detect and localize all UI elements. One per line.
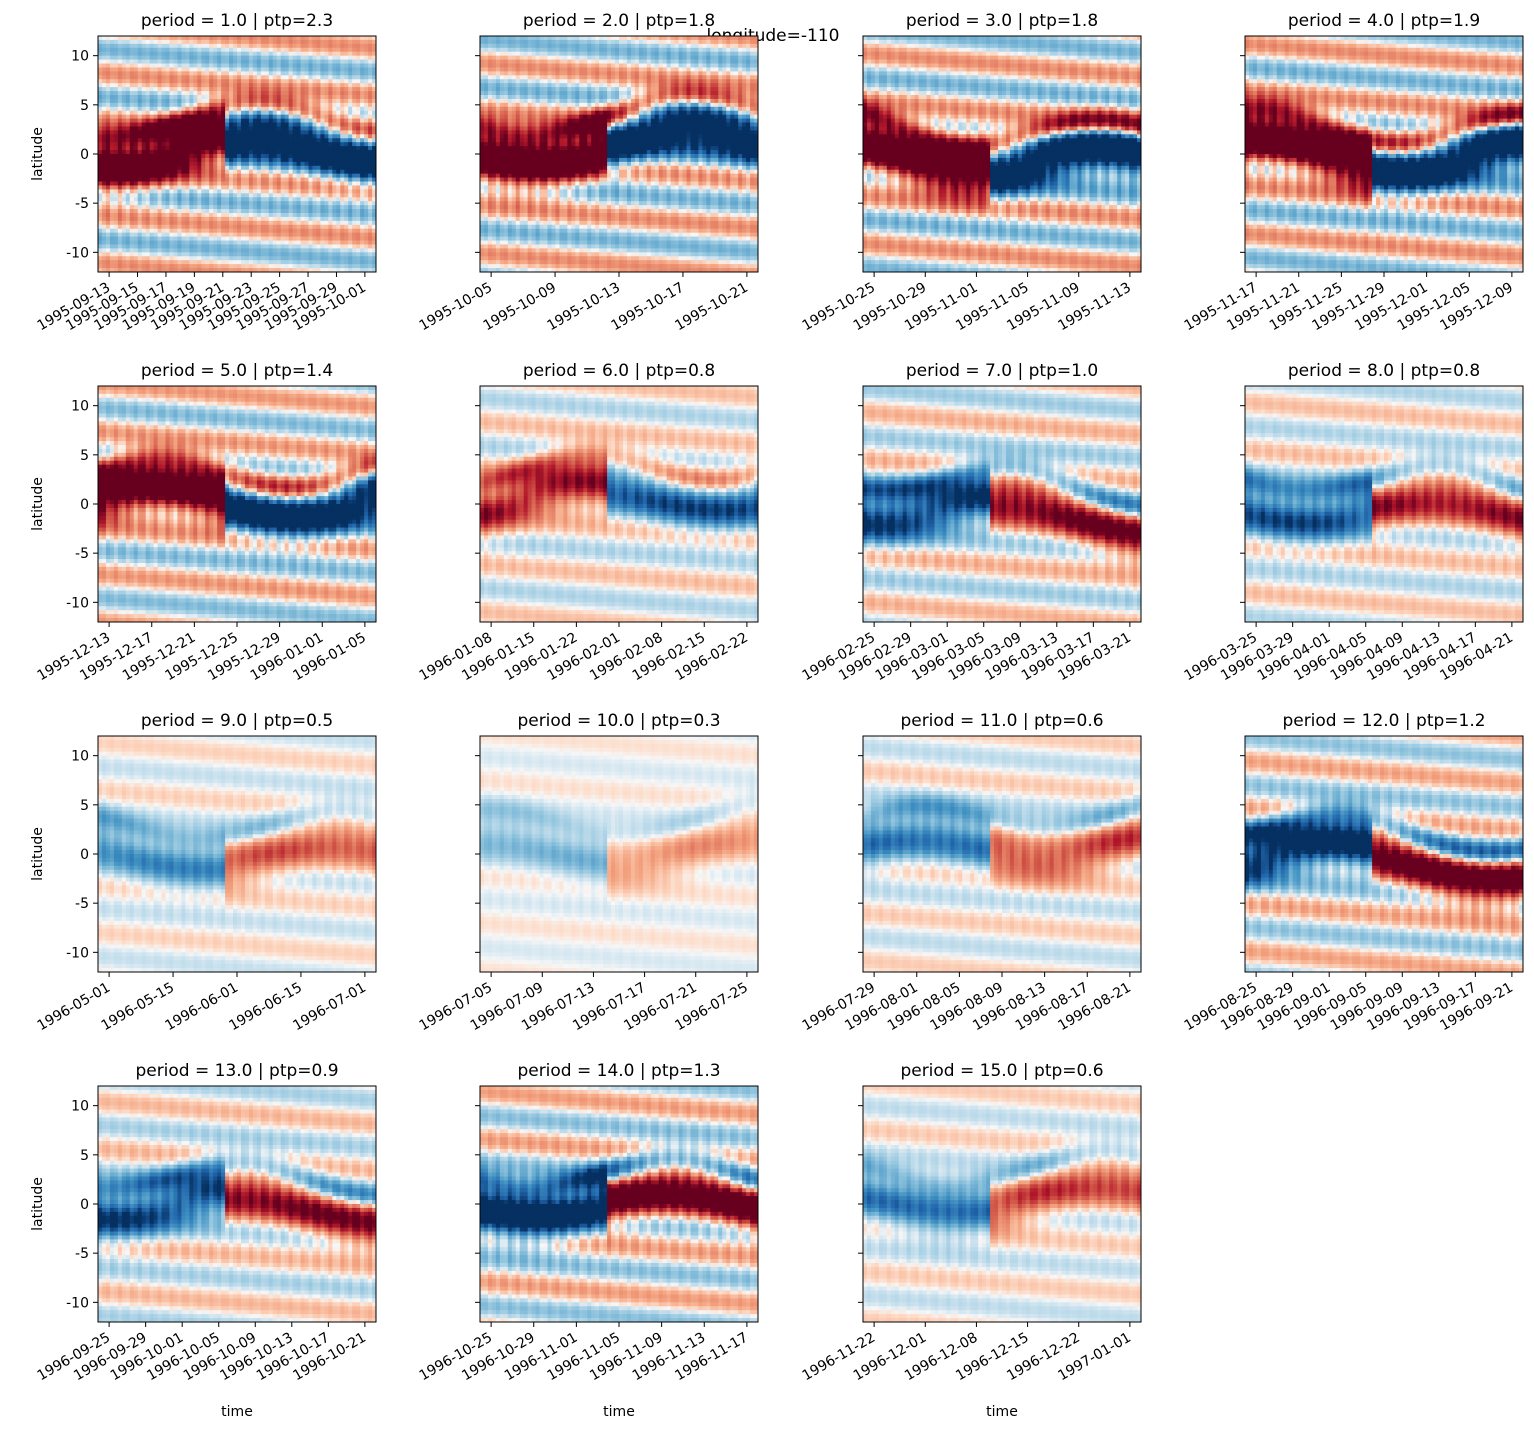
x-tick-label: 1995-10-21 [672, 280, 750, 335]
panel-title: period = 14.0 | ptp=1.3 [517, 1061, 720, 1081]
panel-period-6: period = 6.0 | ptp=0.81996-01-081996-01-… [417, 361, 759, 684]
panel-period-12: period = 12.0 | ptp=1.21996-08-251996-08… [1182, 711, 1524, 1034]
y-tick-label: -5 [75, 896, 89, 912]
panel-title: period = 12.0 | ptp=1.2 [1282, 711, 1485, 731]
panel-period-10: period = 10.0 | ptp=0.31996-07-051996-07… [417, 711, 759, 1034]
x-tick-label: 1996-07-01 [290, 980, 368, 1035]
panel-title: period = 13.0 | ptp=0.9 [135, 1061, 338, 1081]
panel-title: period = 8.0 | ptp=0.8 [1288, 361, 1480, 381]
y-tick-label: 5 [80, 798, 89, 814]
panel-period-4: period = 4.0 | ptp=1.91995-11-171995-11-… [1182, 11, 1524, 334]
panel-period-9: period = 9.0 | ptp=0.5 10 5 0 -5 -10 latitude 1… [30, 711, 377, 1034]
y-tick-label: -10 [66, 1295, 89, 1311]
y-tick-label: -10 [66, 945, 89, 961]
heatmap-field [1245, 386, 1524, 623]
y-tick-label: 5 [80, 1148, 89, 1164]
panel-period-2: period = 2.0 | ptp=1.81995-10-051995-10-… [417, 11, 759, 334]
y-tick-label: 10 [71, 399, 89, 415]
y-tick-label: 0 [80, 147, 89, 163]
y-tick-label: -5 [75, 1246, 89, 1262]
heatmap-field [480, 736, 759, 973]
heatmap-field [863, 736, 1142, 973]
panel-title: period = 6.0 | ptp=0.8 [523, 361, 715, 381]
panel-period-13: period = 13.0 | ptp=0.9 10 5 0 -5 -10 latitude… [30, 1061, 377, 1420]
panel-period-11: period = 11.0 | ptp=0.61996-07-291996-08… [800, 711, 1142, 1034]
panel-period-15: period = 15.0 | ptp=0.61996-11-221996-12… [800, 1061, 1142, 1420]
panel-period-5: period = 5.0 | ptp=1.41050-5-10latitude1… [30, 361, 377, 684]
panel-period-8: period = 8.0 | ptp=0.81996-03-251996-03-… [1182, 361, 1524, 684]
heatmap-field [863, 386, 1142, 623]
panel-period-7: period = 7.0 | ptp=1.01996-02-251996-02-… [800, 361, 1142, 684]
panel-title: period = 3.0 | ptp=1.8 [906, 11, 1098, 31]
heatmap-field [480, 1086, 759, 1323]
panel-period-14: period = 14.0 | ptp=1.31996-10-251996-10… [417, 1061, 759, 1420]
panel-title: period = 15.0 | ptp=0.6 [900, 1061, 1103, 1081]
y-tick-label: 0 [80, 847, 89, 863]
heatmap-field [480, 386, 759, 623]
panel-title: period = 7.0 | ptp=1.0 [906, 361, 1098, 381]
y-tick-label: 10 [71, 1099, 89, 1115]
heatmap-field [98, 36, 377, 273]
x-axis-label: time [221, 1404, 253, 1420]
x-axis-label: time [986, 1404, 1018, 1420]
panel-title: period = 2.0 | ptp=1.8 [523, 11, 715, 31]
panel-title: period = 4.0 | ptp=1.9 [1288, 11, 1480, 31]
panel-title: period = 1.0 | ptp=2.3 [141, 11, 333, 31]
y-tick-label: -5 [75, 196, 89, 212]
x-axis-label: time [603, 1404, 635, 1420]
y-tick-label: 5 [80, 448, 89, 464]
y-tick-label: 0 [80, 1197, 89, 1213]
panel-title: period = 5.0 | ptp=1.4 [141, 361, 333, 381]
y-axis-label: latitude [30, 127, 46, 181]
heatmap-field [1245, 736, 1524, 973]
panels: period = 1.0 | ptp=2.3 10 5 0 -5 -10 latitude 1… [30, 11, 1524, 1420]
y-tick-label: 10 [71, 749, 89, 765]
heatmap-field [98, 736, 377, 973]
y-tick-label: 10 [71, 49, 89, 65]
y-tick-label: -10 [66, 595, 89, 611]
heatmap-field [98, 386, 377, 623]
heatmap-field [863, 36, 1142, 273]
y-tick-label: -5 [75, 546, 89, 562]
y-axis-label: latitude [30, 477, 46, 531]
heatmap-field [1245, 36, 1524, 273]
panel-period-1: period = 1.0 | ptp=2.31050-5-10latitude1… [30, 11, 377, 334]
heatmap-field [863, 1086, 1142, 1323]
y-axis-label: latitude [30, 1177, 46, 1231]
y-axis-label: latitude [30, 827, 46, 881]
heatmap-field [98, 1086, 377, 1323]
panel-period-3: period = 3.0 | ptp=1.81995-10-251995-10-… [800, 11, 1142, 334]
heatmap-field [480, 36, 759, 273]
y-tick-label: 5 [80, 98, 89, 114]
panel-title: period = 9.0 | ptp=0.5 [141, 711, 333, 731]
y-tick-label: 0 [80, 497, 89, 513]
y-tick-label: -10 [66, 245, 89, 261]
panel-title: period = 11.0 | ptp=0.6 [900, 711, 1103, 731]
panel-title: period = 10.0 | ptp=0.3 [517, 711, 720, 731]
